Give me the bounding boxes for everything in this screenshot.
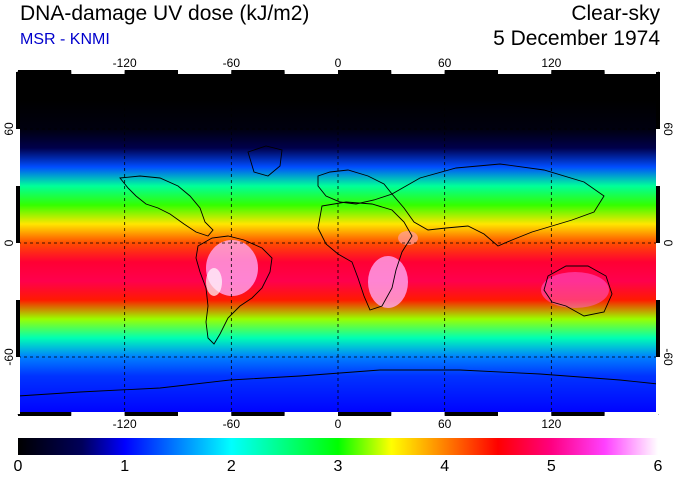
colorbar: [18, 438, 658, 455]
frame-tick-lon: [604, 70, 658, 74]
lat-tick-label-right: -60: [661, 348, 675, 366]
coastline-antarctica: [18, 369, 658, 397]
frame-ticks: [16, 70, 660, 416]
frame-tick-lat: [656, 300, 660, 357]
regional-anomalies: [206, 231, 609, 308]
colorbar-tick-label: 0: [13, 458, 23, 475]
frame-tick-lon: [338, 70, 392, 74]
lon-tick-label-top: -120: [113, 56, 137, 70]
ethiopia-high-dose: [398, 231, 418, 245]
frame-tick-lat: [656, 243, 660, 300]
coastline-europe: [317, 169, 393, 205]
gridlines: [18, 72, 658, 414]
frame-tick-lon: [71, 412, 125, 416]
frame-tick-lat: [16, 129, 20, 186]
page-title: DNA-damage UV dose (kJ/m2): [20, 2, 310, 25]
colorbar-ramp: [18, 438, 658, 455]
frame-tick-lon: [124, 70, 178, 74]
lon-tick-label-top: 0: [335, 56, 342, 70]
frame-tick-lon: [338, 412, 392, 416]
colorbar-tick-label: 5: [546, 458, 556, 475]
lon-tick-label-bottom: -60: [223, 417, 241, 430]
uv-dose-map: -120 -120 -60 -60 0 0 60 60 120 120 60 60 0 0 -60 -60: [2, 56, 675, 430]
frame-tick-lat: [16, 72, 20, 129]
coastlines: [18, 145, 658, 397]
lon-tick-label-top: -60: [223, 56, 241, 70]
lon-tick-label-bottom: 120: [541, 417, 561, 430]
frame-tick-lon: [391, 70, 445, 74]
map-panel: -120 -120 -60 -60 0 0 60 60 120 120 60 60 0 0 -60 -60: [2, 56, 675, 430]
credit-label: MSR - KNMI: [20, 31, 110, 48]
frame-tick-lat: [656, 357, 660, 414]
frame-tick-lon: [391, 412, 445, 416]
date-label: 5 December 1974: [493, 27, 660, 50]
frame-tick-lon: [444, 70, 498, 74]
frame-tick-lon: [498, 412, 552, 416]
frame-tick-lat: [16, 243, 20, 300]
lat-tick-label-left: 60: [2, 122, 16, 136]
coastline-australia: [543, 265, 613, 317]
lat-tick-label-left: -60: [2, 348, 16, 366]
australia-high-dose: [541, 272, 609, 308]
frame-tick-lon: [178, 70, 232, 74]
frame-tick-lat: [656, 129, 660, 186]
frame-tick-lat: [16, 357, 20, 414]
frame-tick-lon: [444, 412, 498, 416]
frame-tick-lon: [18, 70, 72, 74]
coastline-greenland: [247, 145, 283, 177]
frame-tick-lon: [551, 70, 605, 74]
frame-tick-lat: [16, 300, 20, 357]
colorbar-tick-label: 1: [120, 458, 130, 475]
lon-tick-label-top: 120: [541, 56, 561, 70]
lat-tick-label-left: 0: [2, 239, 16, 246]
coastline-africa: [317, 201, 413, 311]
frame-tick-lon: [231, 70, 285, 74]
coastline-asia: [391, 163, 605, 247]
frame-tick-lon: [551, 412, 605, 416]
frame-tick-lon: [498, 70, 552, 74]
tick-labels: -120 -120 -60 -60 0 0 60 60 120 120 60 60 0 0 -60 -60: [2, 56, 675, 430]
frame-tick-lon: [18, 412, 72, 416]
frame-tick-lon: [178, 412, 232, 416]
frame-tick-lon: [284, 412, 338, 416]
frame-tick-lon: [604, 412, 658, 416]
frame-tick-lon: [231, 412, 285, 416]
africa-high-dose: [368, 256, 408, 308]
frame-tick-lat: [656, 186, 660, 243]
sky-condition-label: Clear-sky: [571, 2, 660, 25]
lat-tick-label-right: 0: [661, 240, 675, 247]
frame-tick-lat: [16, 186, 20, 243]
lon-tick-label-bottom: 60: [438, 417, 452, 430]
colorbar-tick-label: 2: [226, 458, 236, 475]
frame-tick-lon: [71, 70, 125, 74]
colorbar-tick-label: 3: [333, 458, 343, 475]
lon-tick-label-bottom: -120: [113, 417, 137, 430]
frame-tick-lon: [124, 412, 178, 416]
lon-tick-label-top: 60: [438, 56, 452, 70]
coastline-south-america: [195, 235, 273, 345]
coastline-north-america: [119, 175, 214, 237]
lat-tick-label-right: 60: [661, 122, 675, 136]
colorbar-tick-label: 6: [653, 458, 663, 475]
lon-tick-label-bottom: 0: [335, 417, 342, 430]
colorbar-tick-label: 4: [440, 458, 450, 475]
frame-tick-lat: [656, 72, 660, 129]
frame-tick-lon: [284, 70, 338, 74]
andes-high-dose: [206, 268, 222, 296]
